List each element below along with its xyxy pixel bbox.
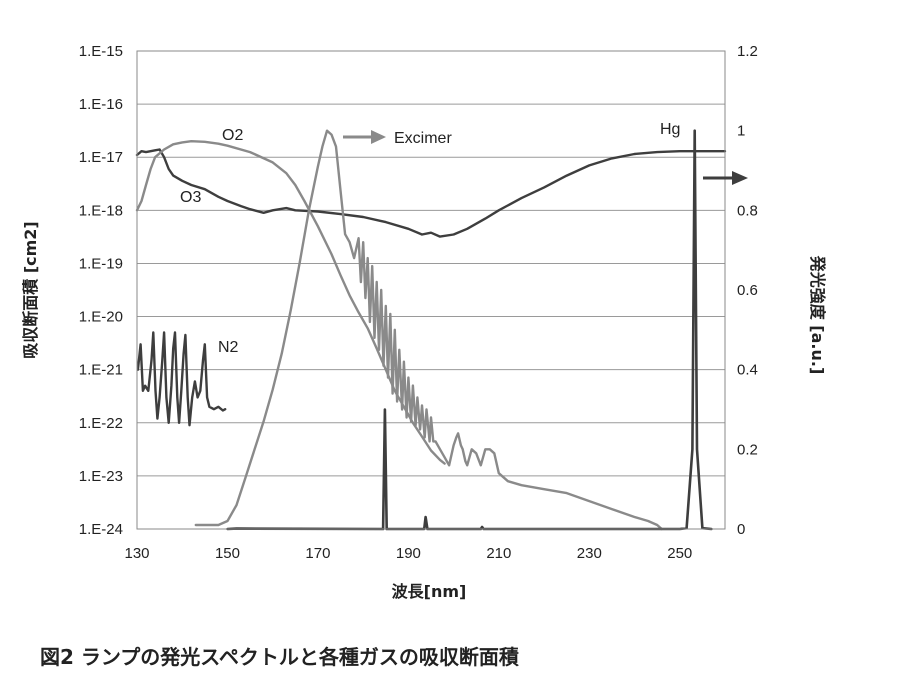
- y-right-tick-label: 0: [737, 521, 745, 538]
- figure-caption: 図2 ランプの発光スペクトルと各種ガスの吸収断面積: [40, 645, 519, 669]
- y-right-tick-label: 0.2: [737, 441, 758, 458]
- y-left-tick-label: 1.E-21: [79, 362, 123, 379]
- y-axis-right-title: 発光強度 [a.u.]: [808, 255, 827, 375]
- label-excimer: Excimer: [394, 130, 452, 147]
- x-tick-label: 150: [215, 545, 240, 562]
- gridlines: [137, 50, 725, 530]
- label-o3: O3: [180, 189, 201, 206]
- annotations: O2 O3 N2 Excimer Hg: [180, 121, 748, 356]
- plot-border: [136, 50, 726, 530]
- x-tick-label: 210: [486, 545, 511, 562]
- y-left-tick-label: 1.E-23: [79, 468, 123, 485]
- y-left-tick-label: 1.E-18: [79, 202, 123, 219]
- y-right-tick-label: 0.6: [737, 282, 758, 299]
- x-tick-label: 250: [667, 545, 692, 562]
- x-tick-label: 170: [305, 545, 330, 562]
- y-right-tick-label: 0.8: [737, 202, 758, 219]
- series-n2-line: [136, 331, 227, 427]
- series-excimer-line: [194, 129, 663, 531]
- x-tick-label: 190: [396, 545, 421, 562]
- x-axis-title: 波長[nm]: [392, 582, 467, 601]
- series-hg-line: [226, 129, 713, 531]
- y-left-tick-label: 1.E-20: [79, 309, 123, 326]
- y-right-tick-label: 1: [737, 123, 745, 140]
- tick-labels: 1.E-15 1.E-16 1.E-17 1.E-18 1.E-19 1.E-20 1.E-…: [79, 43, 758, 562]
- series-layer: [135, 129, 727, 531]
- label-n2: N2: [218, 339, 239, 356]
- hg-arrow-head: [732, 171, 748, 185]
- y-left-tick-label: 1.E-16: [79, 96, 123, 113]
- x-tick-label: 230: [577, 545, 602, 562]
- y-left-tick-label: 1.E-17: [79, 149, 123, 166]
- y-left-tick-label: 1.E-24: [79, 521, 123, 538]
- y-left-tick-label: 1.E-19: [79, 255, 123, 272]
- y-right-tick-label: 0.4: [737, 362, 758, 379]
- y-left-tick-label: 1.E-15: [79, 43, 123, 60]
- label-hg: Hg: [660, 121, 680, 138]
- plot-frame: [136, 50, 726, 530]
- y-left-tick-label: 1.E-22: [79, 415, 123, 432]
- series-o3-line: [135, 148, 727, 238]
- y-right-tick-label: 1.2: [737, 43, 758, 60]
- excimer-arrow-head: [371, 130, 386, 144]
- y-axis-left-title: 吸収断面積 [cm2]: [21, 221, 40, 359]
- x-tick-label: 130: [124, 545, 149, 562]
- chart: 1.E-15 1.E-16 1.E-17 1.E-18 1.E-19 1.E-20 1.E-…: [21, 43, 827, 601]
- label-o2: O2: [222, 127, 243, 144]
